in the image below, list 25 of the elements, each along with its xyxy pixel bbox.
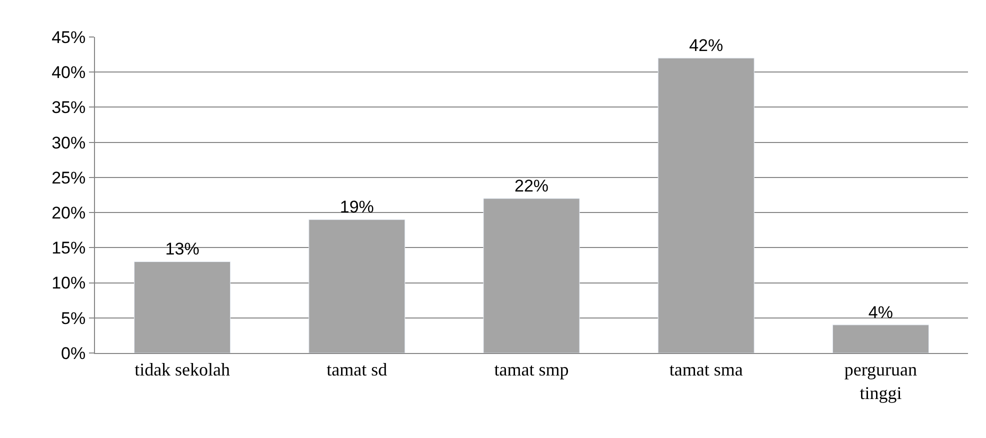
data-label: 22% [514, 176, 549, 196]
data-label: 4% [868, 302, 893, 322]
x-tick-label: tamat smp [494, 360, 569, 380]
y-tick-label: 35% [52, 98, 86, 118]
x-tick-label: tidak sekolah [134, 360, 230, 380]
x-tick-label: tamat sma [669, 360, 743, 380]
y-tick-label: 45% [52, 28, 86, 47]
y-tick-label: 20% [52, 204, 86, 223]
data-label: 13% [165, 240, 200, 259]
bar [658, 58, 754, 353]
bar [134, 261, 231, 353]
y-tick-label: 0% [61, 344, 86, 363]
data-label: 19% [340, 198, 374, 217]
y-tick-label: 5% [61, 308, 86, 328]
x-tick-label: tamat sd [326, 360, 388, 380]
data-label: 42% [689, 36, 724, 56]
x-tick-label: perguruan tinggi [844, 360, 918, 403]
bar [308, 219, 406, 353]
y-tick-label: 25% [52, 168, 86, 188]
y-tick-label: 10% [52, 274, 86, 293]
y-tick-label: 40% [52, 63, 86, 82]
bar [832, 324, 929, 353]
bar [483, 198, 580, 353]
y-tick-label: 15% [52, 238, 86, 258]
y-tick-label: 30% [52, 133, 86, 152]
